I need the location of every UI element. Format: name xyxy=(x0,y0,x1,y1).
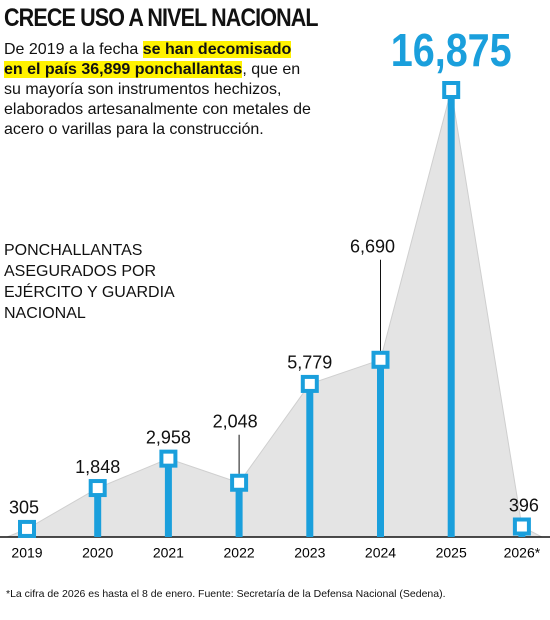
x-tick-label: 2023 xyxy=(294,545,325,561)
value-label: 16,875 xyxy=(391,25,512,76)
subtitle: PONCHALLANTAS ASEGURADOS POR EJÉRCITO Y … xyxy=(4,242,174,322)
intro-before: De 2019 a la fecha xyxy=(4,41,139,58)
value-label: 305 xyxy=(9,498,39,518)
bar xyxy=(447,90,455,537)
value-label: 396 xyxy=(509,495,539,515)
value-label: 2,048 xyxy=(213,412,258,432)
footnote: *La cifra de 2026 es hasta el 8 de enero… xyxy=(6,588,446,600)
bar xyxy=(235,482,243,537)
x-tick-label: 2026* xyxy=(504,545,541,561)
marker xyxy=(159,449,178,468)
marker xyxy=(88,479,107,498)
marker xyxy=(300,374,319,393)
intro-text: De 2019 a la fecha se han decomisado en … xyxy=(4,40,314,140)
x-tick-label: 2025 xyxy=(436,545,467,561)
marker xyxy=(18,519,36,538)
x-tick-label: 2019 xyxy=(11,545,42,561)
bar xyxy=(306,383,314,537)
bar xyxy=(164,458,172,537)
marker xyxy=(512,517,531,536)
x-tick-label: 2021 xyxy=(153,545,184,561)
bar xyxy=(377,359,384,537)
value-label: 2,958 xyxy=(146,427,191,447)
bar xyxy=(94,488,102,537)
value-label: 5,779 xyxy=(287,353,332,373)
value-label: 6,690 xyxy=(350,237,395,257)
chart-title: CRECE USO A NIVEL NACIONAL xyxy=(4,4,319,32)
x-tick-label: 2024 xyxy=(365,545,396,561)
marker xyxy=(230,473,249,492)
marker xyxy=(442,81,461,99)
x-tick-label: 2022 xyxy=(224,545,255,561)
marker xyxy=(371,350,390,369)
x-tick-label: 2020 xyxy=(82,545,113,561)
intro-after: , que en su mayoría son instrumentos hec… xyxy=(4,61,311,138)
value-label: 1,848 xyxy=(75,457,120,477)
